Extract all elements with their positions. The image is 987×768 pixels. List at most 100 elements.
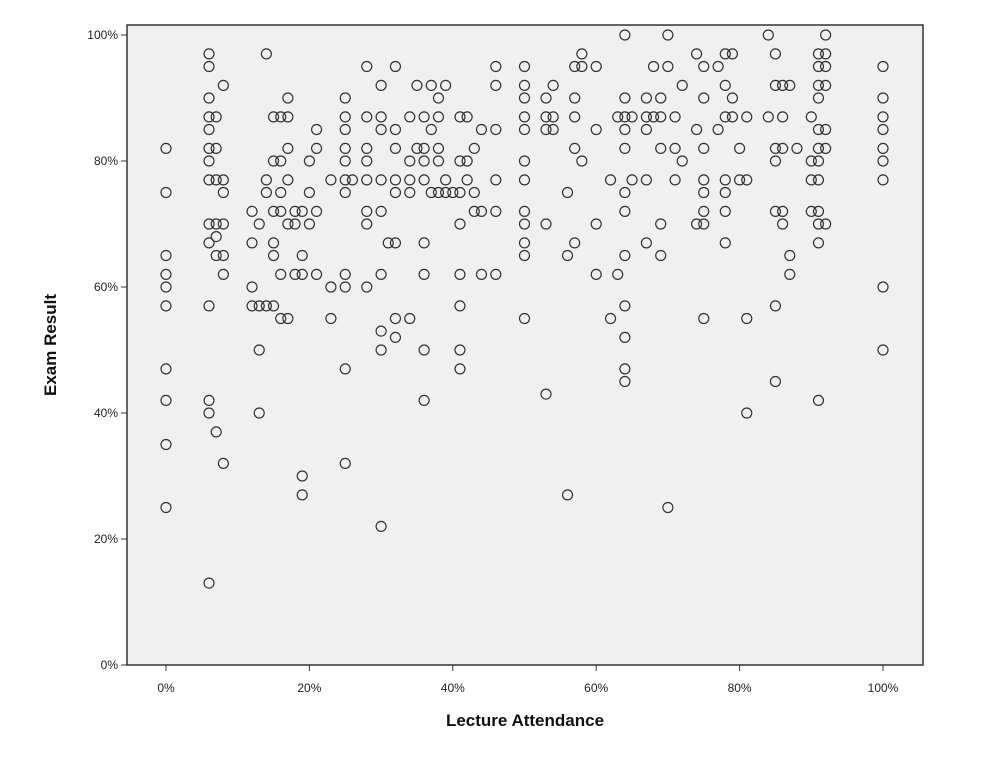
data-point — [282, 92, 294, 104]
data-point — [877, 60, 889, 73]
data-point — [217, 268, 229, 280]
data-point — [719, 111, 731, 123]
data-point — [812, 237, 825, 249]
data-point — [619, 92, 631, 104]
data-point — [619, 111, 631, 123]
data-point — [310, 142, 323, 154]
data-point — [275, 205, 287, 217]
data-point — [777, 79, 789, 92]
data-point — [260, 48, 272, 60]
data-point — [812, 92, 825, 104]
data-points — [160, 29, 889, 589]
plot-area — [126, 24, 924, 666]
data-point — [339, 363, 351, 375]
data-point — [418, 268, 430, 280]
data-point — [820, 123, 832, 136]
data-point — [303, 155, 315, 167]
data-point — [812, 155, 825, 167]
data-point — [210, 218, 222, 230]
data-point — [612, 268, 624, 280]
data-point — [769, 48, 782, 60]
data-point — [203, 142, 215, 154]
data-point — [468, 205, 480, 217]
data-point — [217, 79, 229, 92]
data-point — [210, 249, 222, 262]
y-tick-label: 20% — [94, 532, 118, 546]
data-point — [160, 438, 172, 451]
data-point — [561, 489, 574, 501]
data-point — [820, 29, 832, 41]
data-point — [275, 155, 287, 167]
data-point — [160, 300, 172, 312]
data-point — [741, 312, 753, 325]
data-point — [569, 237, 581, 249]
data-point — [461, 111, 473, 123]
data-point — [432, 186, 445, 199]
data-point — [647, 60, 660, 73]
data-point — [375, 174, 387, 186]
data-point — [540, 111, 552, 123]
data-point — [619, 123, 631, 136]
data-point — [203, 407, 215, 419]
data-point — [375, 344, 387, 356]
data-point — [339, 111, 351, 123]
data-point — [454, 344, 466, 356]
data-point — [490, 174, 502, 186]
data-point — [217, 457, 229, 469]
data-point — [698, 92, 710, 104]
data-point — [619, 249, 631, 262]
data-point — [389, 331, 402, 343]
data-point — [418, 142, 430, 154]
data-point — [576, 60, 588, 73]
y-tick-label: 100% — [87, 28, 118, 42]
data-point — [820, 79, 832, 92]
data-point — [160, 281, 172, 293]
data-point — [676, 155, 688, 167]
data-point — [741, 111, 753, 123]
data-point — [361, 281, 373, 293]
data-point — [547, 79, 559, 92]
data-point — [690, 123, 703, 136]
data-point — [160, 363, 172, 375]
data-point — [325, 312, 337, 325]
x-tick-label: 40% — [441, 681, 465, 695]
data-point — [454, 186, 466, 199]
data-point — [655, 111, 667, 123]
data-point — [203, 394, 215, 406]
data-point — [418, 237, 430, 249]
data-point — [669, 142, 681, 154]
data-point — [440, 174, 452, 186]
data-point — [282, 174, 294, 186]
data-point — [246, 237, 258, 249]
data-point — [769, 155, 782, 167]
data-point — [741, 407, 753, 419]
data-point — [267, 155, 280, 167]
data-point — [361, 205, 373, 217]
data-point — [296, 268, 308, 280]
y-tick-label: 80% — [94, 154, 118, 168]
data-point — [404, 186, 416, 199]
data-point — [820, 48, 832, 60]
data-point — [662, 60, 674, 73]
data-point — [418, 174, 430, 186]
data-point — [762, 111, 774, 123]
data-point — [389, 123, 402, 136]
data-point — [432, 92, 445, 104]
data-point — [540, 92, 552, 104]
data-point — [454, 363, 466, 375]
data-point — [490, 268, 502, 280]
data-point — [217, 186, 229, 199]
data-point — [640, 111, 652, 123]
data-point — [619, 300, 631, 312]
data-point — [382, 237, 394, 249]
data-point — [619, 186, 631, 199]
data-point — [769, 205, 782, 217]
data-point — [361, 111, 373, 123]
data-point — [805, 111, 817, 123]
data-point — [590, 60, 602, 73]
data-point — [310, 205, 323, 217]
data-point — [375, 268, 387, 280]
x-axis-ticks: 0% 20% 40% 60% 80% 100% — [157, 665, 899, 695]
data-point — [217, 174, 229, 186]
